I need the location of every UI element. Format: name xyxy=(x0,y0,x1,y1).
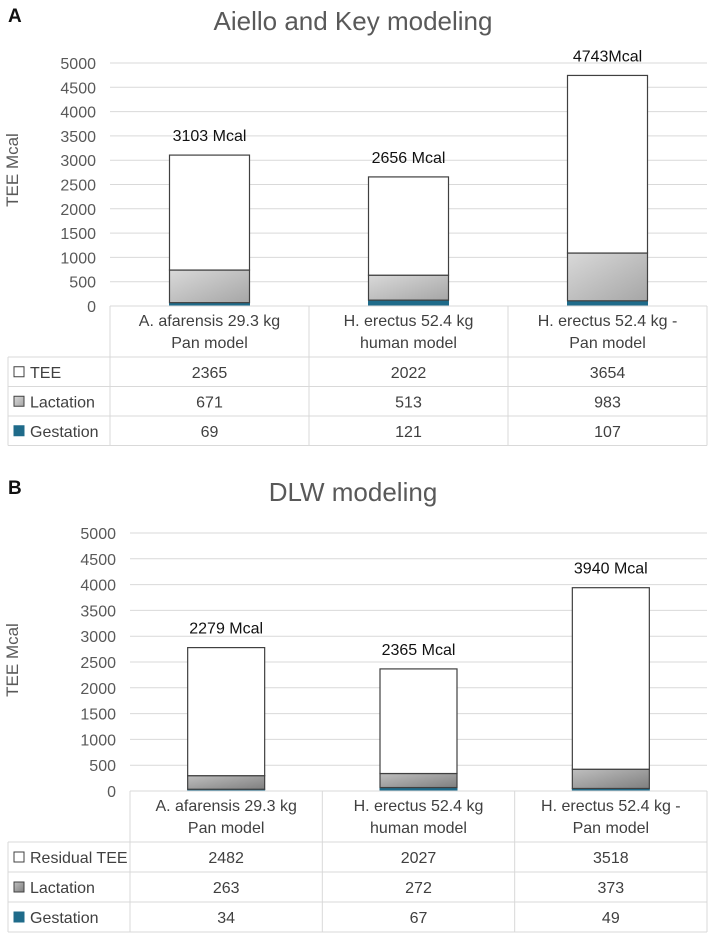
panel-a-table-cell: 983 xyxy=(594,394,621,411)
panel-a-total-label: 4743Mcal xyxy=(573,48,642,65)
panel-b-legend-key-gestation xyxy=(13,911,25,923)
panel-a: A Aiello and Key modeling TEE Mcal 0 500 1… xyxy=(3,6,708,446)
panel-a-y-tick-label: 4500 xyxy=(60,80,96,97)
panel-a-category-label: Pan model xyxy=(171,335,248,352)
panel-b-y-tick-label: 4000 xyxy=(80,578,116,595)
panel-a-y-tick-label: 5000 xyxy=(60,56,96,73)
panel-a-category-label: Pan model xyxy=(569,335,646,352)
panel-b-legend-key-lactation xyxy=(13,881,25,893)
panel-a-y-tick-label: 2500 xyxy=(60,178,96,195)
panel-a-table-cell: 121 xyxy=(395,424,422,441)
panel-a-bar-tee xyxy=(566,74,649,254)
panel-b-row-label-tee: Residual TEE xyxy=(30,850,128,867)
panel-a-letter: A xyxy=(8,6,22,27)
panel-b-table-cell: 272 xyxy=(405,880,432,897)
panel-a-table-cell: 2365 xyxy=(192,365,228,382)
panel-b-bar-lactation xyxy=(571,768,650,790)
panel-a-category-label: H. erectus 52.4 kg - xyxy=(538,313,678,330)
panel-a-table-cell: 3654 xyxy=(590,365,626,382)
panel-b-table-cell: 3518 xyxy=(593,850,629,867)
panel-b-y-tick-label: 5000 xyxy=(80,526,116,543)
panel-b-row-label-lactation: Lactation xyxy=(30,880,95,897)
panel-a-y-tick-label: 3000 xyxy=(60,153,96,170)
panel-b-category-label: H. erectus 52.4 kg - xyxy=(541,798,681,815)
panel-a-y-tick-label: 2000 xyxy=(60,202,96,219)
panel-a-y-tick-label: 3500 xyxy=(60,129,96,146)
panel-a-bar-tee xyxy=(367,176,450,276)
panel-a-y-tick-label: 4000 xyxy=(60,105,96,122)
panel-a-total-label: 3103 Mcal xyxy=(173,128,247,145)
panel-b-table-cell: 2027 xyxy=(401,850,437,867)
panel-a-category-label: A. afarensis 29.3 kg xyxy=(139,313,280,330)
panel-b-bar-lactation xyxy=(379,772,458,789)
panel-a-table-cell: 69 xyxy=(201,424,219,441)
panel-b-category-label: Pan model xyxy=(573,820,650,837)
panel-a-row-label-tee: TEE xyxy=(30,365,61,382)
panel-b-total-label: 3940 Mcal xyxy=(574,561,648,578)
panel-b-table-cell: 2482 xyxy=(208,850,244,867)
panel-b-bar-tee xyxy=(187,647,266,777)
panel-a-total-label: 2656 Mcal xyxy=(372,150,446,167)
panel-a-bar-gestation xyxy=(567,300,648,307)
panel-a-category-label: human model xyxy=(360,335,457,352)
panel-b-category-label: Pan model xyxy=(188,820,265,837)
panel-b-legend-key-tee xyxy=(13,851,25,863)
panel-a-bar-lactation xyxy=(566,252,649,302)
panel-a-y-tick-label: 1000 xyxy=(60,250,96,267)
panel-b-y-tick-label: 1000 xyxy=(80,732,116,749)
panel-b-y-axis-label: TEE Mcal xyxy=(3,623,22,697)
panel-b-bar-tee xyxy=(379,668,458,775)
panel-b-y-tick-label: 3500 xyxy=(80,603,116,620)
panel-b-y-tick-label: 4500 xyxy=(80,552,116,569)
panel-b-y-tick-label: 2500 xyxy=(80,655,116,672)
panel-a-bar-gestation xyxy=(368,299,449,307)
panel-b-bar-lactation xyxy=(187,775,266,790)
panel-b-table-cell: 67 xyxy=(410,910,428,927)
panel-b-total-label: 2365 Mcal xyxy=(382,642,456,659)
panel-a-y-tick-label: 1500 xyxy=(60,226,96,243)
panel-b-table-cell: 373 xyxy=(597,880,624,897)
panel-b-category-label: H. erectus 52.4 kg xyxy=(354,798,484,815)
panel-a-category-label: H. erectus 52.4 kg xyxy=(344,313,474,330)
panel-a-table-cell: 671 xyxy=(196,394,223,411)
panel-a-y-axis-label: TEE Mcal xyxy=(3,133,22,207)
panel-b-table-cell: 34 xyxy=(217,910,235,927)
panel-a-table-cell: 107 xyxy=(594,424,621,441)
panel-a-bar-tee xyxy=(168,154,251,271)
panel-a-title: Aiello and Key modeling xyxy=(214,6,493,36)
panel-a-y-tick-label: 0 xyxy=(87,299,96,316)
panel-b-table-cell: 263 xyxy=(213,880,240,897)
panel-b-y-tick-label: 3000 xyxy=(80,629,116,646)
panel-b-category-label: human model xyxy=(370,820,467,837)
panel-b-y-tick-label: 0 xyxy=(107,784,116,801)
panel-a-row-label-lactation: Lactation xyxy=(30,394,95,411)
panel-b-bar-tee xyxy=(571,587,650,770)
panel-b-table-cell: 49 xyxy=(602,910,620,927)
panel-a-legend-key-gestation xyxy=(13,425,25,437)
panel-a-row-label-gestation: Gestation xyxy=(30,424,98,441)
panel-b: B DLW modeling TEE Mcal 0 500 1000 1500 2000… xyxy=(3,477,708,933)
panel-a-y-tick-label: 500 xyxy=(69,275,96,292)
panel-b-row-label-gestation: Gestation xyxy=(30,910,98,927)
panel-a-table-cell: 513 xyxy=(395,394,422,411)
panel-b-total-label: 2279 Mcal xyxy=(189,621,263,638)
panel-b-category-label: A. afarensis 29.3 kg xyxy=(155,798,296,815)
panel-b-y-tick-label: 2000 xyxy=(80,681,116,698)
panel-b-letter: B xyxy=(8,478,22,499)
panel-a-legend-key-tee xyxy=(13,366,25,378)
panel-a-bar-lactation xyxy=(168,269,251,304)
panel-a-legend-key-lactation xyxy=(13,395,25,407)
panel-b-title: DLW modeling xyxy=(269,477,438,507)
panel-a-bar-lactation xyxy=(367,274,450,301)
panel-b-y-tick-label: 500 xyxy=(89,758,116,775)
panel-b-y-tick-label: 1500 xyxy=(80,707,116,724)
panel-a-table-cell: 2022 xyxy=(391,365,427,382)
